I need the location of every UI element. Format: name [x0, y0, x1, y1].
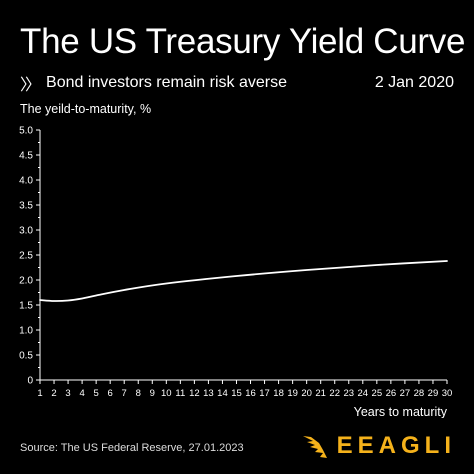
x-tick-label: 28	[414, 388, 425, 399]
yield-curve-chart: 00.51.01.52.02.53.03.54.04.55.01 2 3 4 5 6 7 8 9…	[19, 126, 453, 419]
y-tick-label: 4.0	[19, 176, 33, 187]
y-tick-label: 0.5	[19, 351, 33, 362]
chart-title: The US Treasury Yield Curve	[20, 22, 466, 61]
x-tick-label: 18	[273, 388, 284, 399]
brand-logo: EEAGLI	[301, 432, 456, 460]
x-tick-label: 29	[428, 388, 439, 399]
x-tick-label: 14	[217, 388, 228, 399]
x-tick-label: 1	[37, 388, 42, 399]
double-chevron-icon: 〉〉	[20, 77, 41, 94]
y-tick-label: 2.5	[19, 251, 33, 262]
x-tick-label: 19	[287, 388, 298, 399]
x-tick-label: 13	[203, 388, 214, 399]
x-tick-label: 22	[329, 388, 340, 399]
x-tick-label: 5	[93, 388, 98, 399]
y-axis-label: The yeild-to-maturity, %	[20, 102, 152, 116]
x-tick-label: 12	[189, 388, 200, 399]
x-tick-label: 23	[343, 388, 354, 399]
x-axis-title: Years to maturity	[354, 405, 448, 418]
y-tick-label: 5.0	[19, 126, 33, 137]
x-tick-label: 17	[259, 388, 270, 399]
x-tick-label: 3	[65, 388, 70, 399]
x-tick-label: 27	[400, 388, 411, 399]
date-label: 2 Jan 2020	[374, 74, 454, 91]
brand-name: EEAGLI	[336, 432, 456, 459]
x-tick-label: 8	[136, 388, 141, 399]
x-tick-label: 6	[108, 388, 113, 399]
x-tick-label: 30	[442, 388, 453, 399]
x-tick-label: 20	[301, 388, 312, 399]
subtitle-text: Bond investors remain risk averse	[46, 74, 287, 91]
x-tick-label: 24	[358, 388, 369, 399]
y-tick-label: 3.0	[19, 226, 33, 237]
x-tick-label: 16	[245, 388, 256, 399]
x-tick-label: 11	[175, 388, 185, 399]
subtitle-row: 〉〉 Bond investors remain risk averse 2 J…	[20, 71, 454, 95]
y-tick-label: 3.5	[19, 201, 33, 212]
x-tick-label: 7	[122, 388, 127, 399]
yield-curve-line	[39, 260, 448, 302]
x-tick-label: 15	[231, 388, 242, 399]
x-tick-label: 21	[315, 388, 326, 399]
x-tick-label: 2	[51, 388, 56, 399]
y-tick-label: 0	[27, 376, 33, 387]
y-tick-label: 2.0	[19, 276, 33, 287]
x-tick-label: 9	[150, 388, 155, 399]
x-tick-label: 25	[372, 388, 383, 399]
y-tick-label: 4.5	[19, 151, 33, 162]
x-tick-label: 10	[161, 388, 172, 399]
source-note: Source: The US Federal Reserve, 27.01.20…	[20, 442, 244, 454]
x-tick-label: 26	[386, 388, 397, 399]
eagle-icon	[302, 436, 327, 458]
x-tick-label: 4	[79, 388, 84, 399]
y-tick-label: 1.5	[19, 301, 33, 312]
subtitle: 〉〉 Bond investors remain risk averse	[20, 71, 287, 95]
y-tick-label: 1.0	[19, 326, 33, 337]
